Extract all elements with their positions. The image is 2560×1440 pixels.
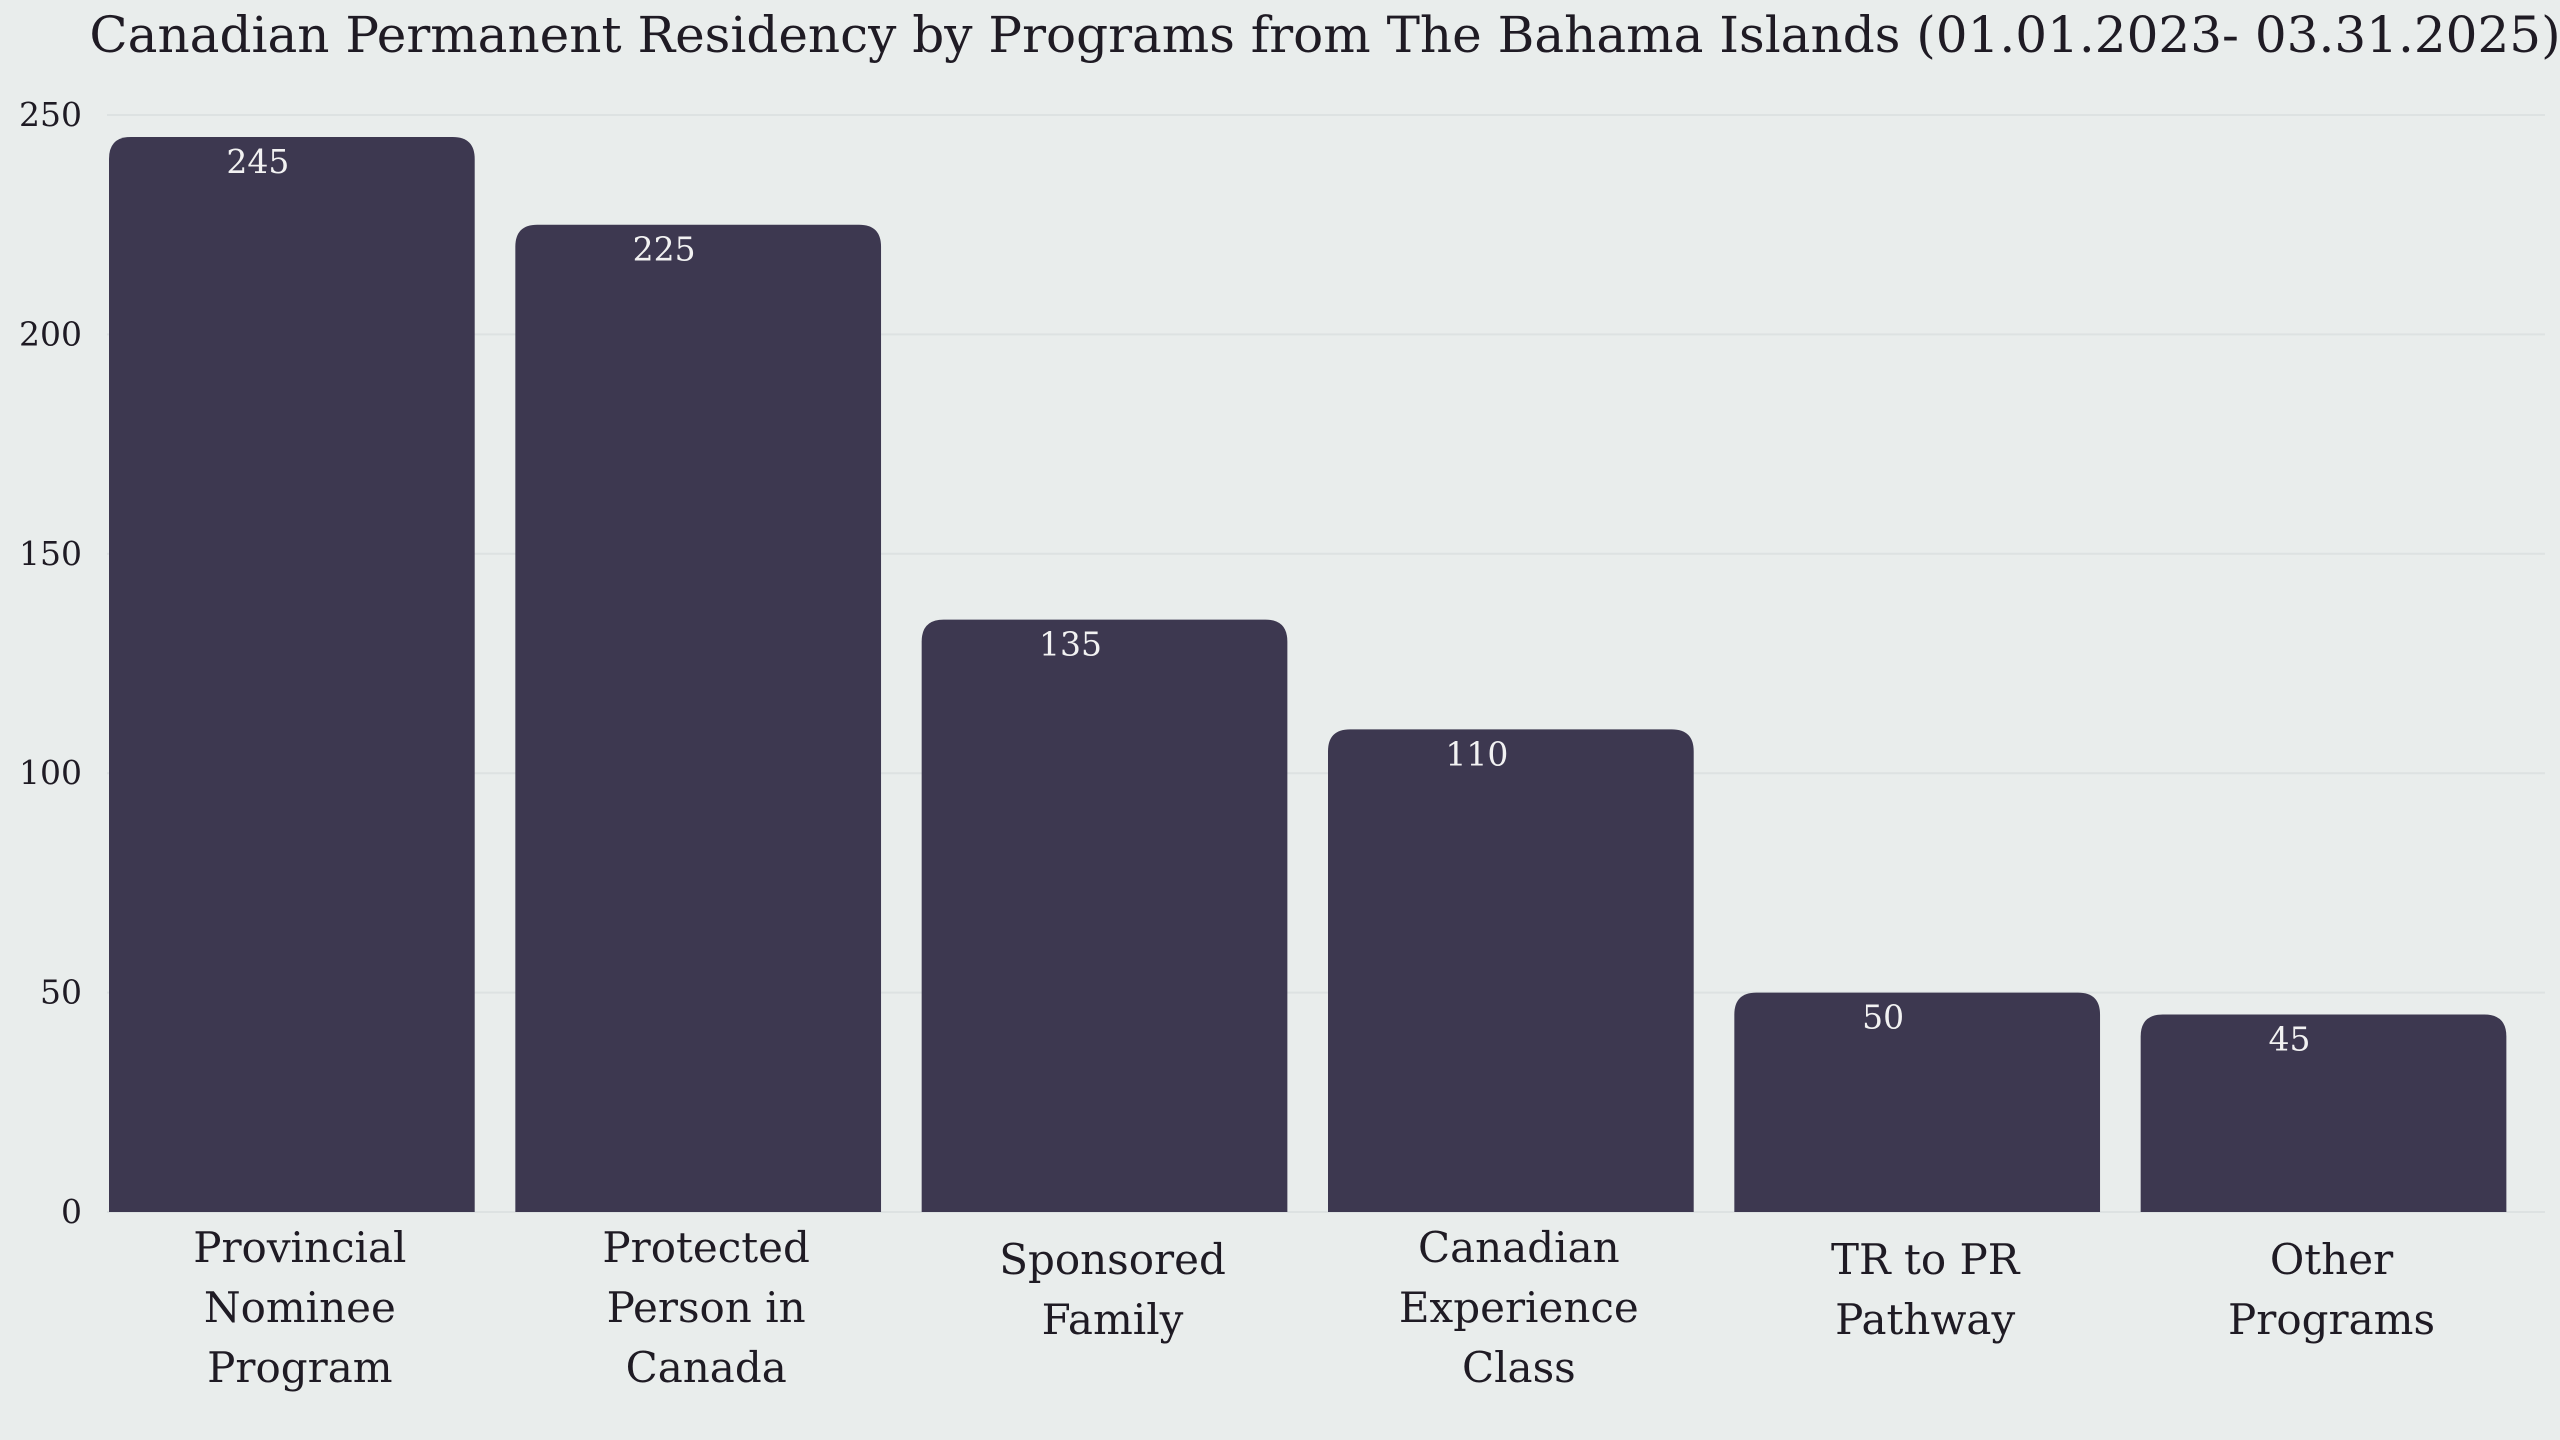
x-tick-label: Program bbox=[207, 1343, 392, 1392]
x-axis-category-labels: Provincial Nominee Program Protected Person … bbox=[193, 1223, 2435, 1392]
bar-value-label: 110 bbox=[1445, 734, 1508, 773]
bar bbox=[2140, 1014, 2507, 1212]
bar bbox=[109, 136, 475, 1213]
bar bbox=[1734, 992, 2101, 1212]
bars bbox=[109, 136, 2507, 1213]
x-tick-label: Protected bbox=[602, 1223, 810, 1272]
x-tick-label: Family bbox=[1042, 1295, 1184, 1344]
data-labels: 245 225 135 110 50 45 bbox=[226, 142, 2310, 1059]
y-tick-label: 200 bbox=[19, 314, 82, 353]
chart-title: Canadian Permanent Residency by Programs… bbox=[89, 6, 2560, 64]
x-tick-label: Other bbox=[2270, 1235, 2394, 1284]
bar bbox=[921, 619, 1288, 1212]
bar-value-label: 245 bbox=[226, 142, 289, 181]
x-tick-label: Provincial bbox=[193, 1223, 406, 1272]
x-tick-label: Nominee bbox=[204, 1283, 396, 1332]
y-tick-label: 250 bbox=[19, 95, 82, 134]
x-tick-label: Person in bbox=[607, 1283, 806, 1332]
y-axis-tick-labels: 0 50 100 150 200 250 bbox=[19, 95, 82, 1231]
bar-value-label: 135 bbox=[1039, 625, 1102, 664]
x-tick-label: Canadian bbox=[1418, 1223, 1620, 1272]
x-tick-label: Canada bbox=[626, 1343, 787, 1392]
bar-value-label: 45 bbox=[2269, 1020, 2311, 1059]
y-tick-label: 150 bbox=[19, 534, 82, 573]
y-tick-label: 50 bbox=[40, 973, 82, 1012]
x-tick-label: Sponsored bbox=[999, 1235, 1226, 1284]
x-tick-label: Experience bbox=[1399, 1283, 1639, 1332]
x-tick-label: TR to PR bbox=[1831, 1235, 2021, 1284]
x-tick-label: Programs bbox=[2228, 1295, 2435, 1344]
gridlines bbox=[107, 114, 2545, 1213]
x-tick-label: Class bbox=[1462, 1343, 1576, 1392]
bar bbox=[515, 224, 882, 1212]
y-tick-label: 0 bbox=[61, 1192, 82, 1231]
x-tick-label: Pathway bbox=[1835, 1295, 2015, 1344]
y-tick-label: 100 bbox=[19, 753, 82, 792]
bar-value-label: 225 bbox=[633, 230, 696, 269]
bar-value-label: 50 bbox=[1862, 998, 1904, 1037]
bar bbox=[1328, 729, 1694, 1212]
